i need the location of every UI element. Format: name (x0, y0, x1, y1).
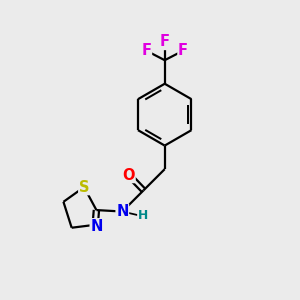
Text: F: F (178, 43, 188, 58)
Text: H: H (138, 208, 148, 222)
Text: S: S (79, 180, 89, 195)
Text: F: F (160, 34, 170, 50)
Text: N: N (90, 219, 103, 234)
Text: F: F (142, 43, 152, 58)
Text: N: N (116, 204, 128, 219)
Text: O: O (123, 167, 135, 182)
